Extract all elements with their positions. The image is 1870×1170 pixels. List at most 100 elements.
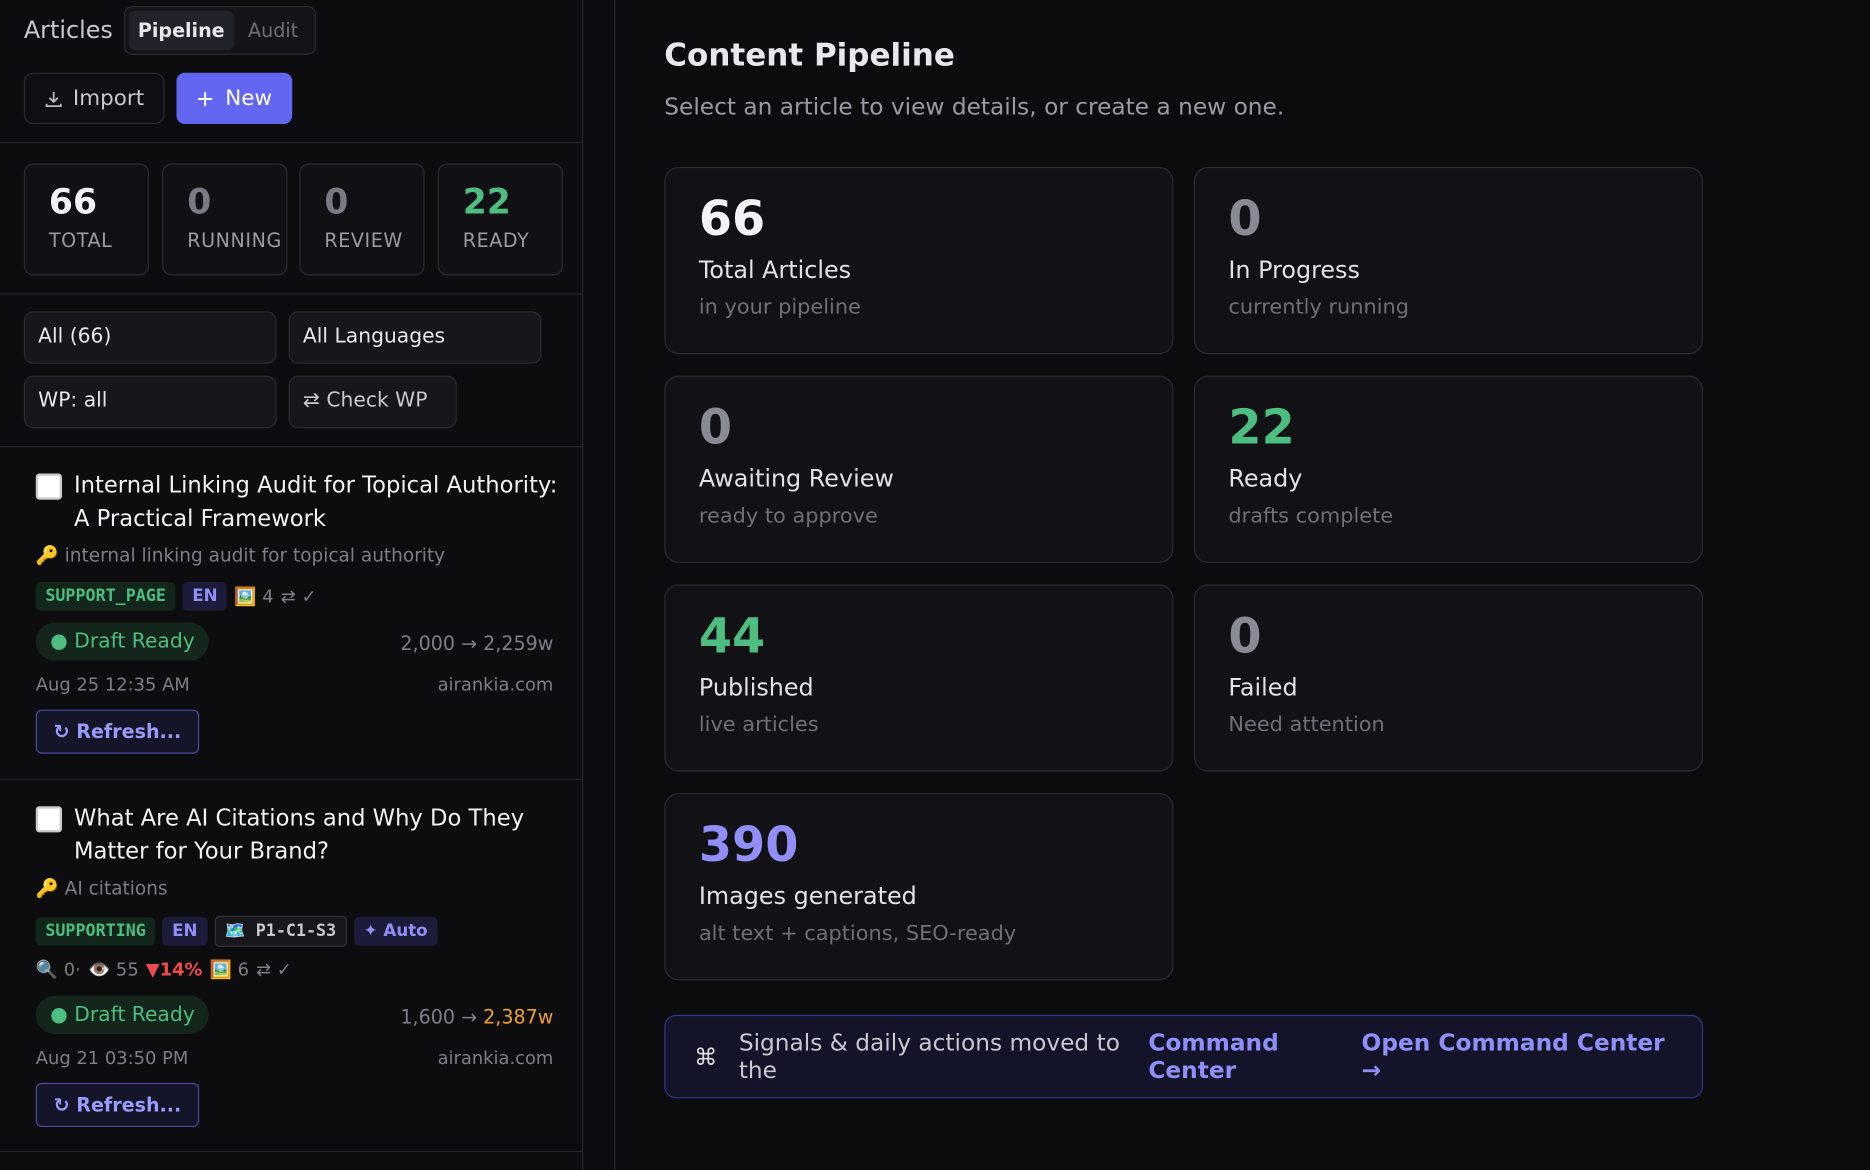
page-title: Content Pipeline (664, 38, 955, 74)
domain: airankia.com (437, 673, 554, 696)
new-button[interactable]: New (176, 72, 293, 125)
card-sub: currently running (1228, 295, 1410, 320)
stat-card: 0 Failed Need attention (1193, 584, 1704, 772)
banner-link[interactable]: Command Center (1148, 1029, 1279, 1085)
status-pill: ● Draft Ready (35, 622, 210, 661)
card-label: Published (698, 672, 814, 702)
word-count: 2,000 → 2,259w (400, 632, 554, 655)
plus-icon (197, 91, 213, 106)
status: Draft Ready (74, 1002, 195, 1027)
image-count: 🖼️ 4 (234, 585, 274, 608)
stat-label: READY (462, 228, 530, 252)
card-value: 0 (698, 400, 733, 456)
tag: EN (162, 917, 208, 946)
separator (0, 446, 584, 448)
open-command-center[interactable]: Open Command Center → (1361, 1029, 1665, 1085)
card-value: 66 (698, 192, 766, 247)
stat-label: RUNNING (187, 228, 282, 252)
card-value: 390 (698, 818, 799, 873)
word-count: 1,600 → 2,387w (400, 1005, 553, 1028)
separator (0, 1150, 584, 1153)
card-label: Images generated (698, 881, 917, 910)
metrics: 🔍 0· 👁️ 55 ▼14% 🖼️ 6 ⇄ ✓ (36, 959, 292, 980)
word-actual: 2,387w (483, 1005, 554, 1029)
tag: EN (182, 581, 228, 611)
refresh-button[interactable]: ↻ Refresh... (35, 709, 200, 754)
filter-select[interactable]: All (66) (23, 311, 277, 364)
download-icon (45, 91, 62, 107)
status-pill: ● Draft Ready (35, 995, 210, 1034)
card-label: Ready (1228, 463, 1303, 493)
keyword: 🔑 AI citations (35, 877, 168, 900)
card-label: Failed (1228, 672, 1298, 702)
filter-select[interactable]: All Languages (288, 311, 542, 364)
domain: airankia.com (437, 1047, 554, 1069)
stat-value: 22 (462, 181, 511, 222)
sync-status: ⇄ ✓ (280, 585, 317, 608)
stat-card: 0 RUNNING (162, 163, 288, 276)
banner-icon: ⌘ (694, 1042, 718, 1071)
metric: ▼14% (145, 958, 203, 981)
filter-select[interactable]: WP: all (23, 375, 277, 429)
checkbox[interactable] (35, 473, 63, 500)
tag: ✦ Auto (354, 917, 438, 946)
stat-card: 22 READY (437, 163, 563, 276)
metric: 🔍 0· (35, 958, 81, 981)
article-title[interactable]: What Are AI Citations and Why Do They Ma… (73, 805, 525, 865)
metric: 👁️ 55 (87, 958, 139, 981)
separator (0, 141, 584, 144)
separator (0, 778, 584, 780)
card-value: 22 (1228, 400, 1295, 456)
refresh-button[interactable]: ↻ Refresh... (35, 1082, 200, 1128)
stat-card: 0 In Progress currently running (1193, 166, 1704, 355)
stat-value: 0 (324, 181, 349, 222)
stat-card: 66 Total Articles in your pipeline (664, 166, 1174, 355)
tag: SUPPORT_PAGE (35, 581, 176, 611)
metric: ⇄ ✓ (256, 958, 292, 981)
card-value: 44 (698, 609, 766, 665)
card-sub: ready to approve (698, 504, 878, 529)
button-label: New (225, 85, 273, 111)
tab[interactable]: Audit (248, 19, 299, 42)
separator (0, 293, 584, 295)
sidebar-title: Articles (23, 15, 113, 45)
divider (614, 0, 616, 1170)
check-wp-button[interactable]: ⇄ Check WP (288, 375, 457, 429)
tag: 🗺️ P1-C1-S3 (214, 915, 347, 947)
banner: ⌘ Signals & daily actions moved to the C… (664, 1014, 1704, 1099)
card-sub: in your pipeline (698, 295, 861, 320)
subtitle: Select an article to view details, or cr… (664, 93, 1285, 121)
card-label: Awaiting Review (698, 463, 894, 493)
card-sub: drafts complete (1228, 504, 1394, 529)
card-sub: live articles (698, 713, 819, 738)
stat-value: 0 (187, 181, 212, 222)
stat-card: 390 Images generated alt text + captions, … (664, 793, 1174, 981)
tags: SUPPORT_PAGE EN 🖼️ 4 ⇄ ✓ (35, 581, 317, 611)
date: Aug 25 12:35 AM (35, 673, 190, 696)
card-label: Total Articles (698, 255, 852, 284)
keyword: 🔑 internal linking audit for topical aut… (35, 545, 446, 567)
import-button[interactable]: Import (23, 72, 165, 125)
card-label: In Progress (1228, 255, 1360, 284)
stat-card: 0 Awaiting Review ready to approve (664, 375, 1174, 563)
card-sub: Need attention (1228, 713, 1385, 738)
card-value: 0 (1228, 609, 1262, 665)
date: Aug 21 03:50 PM (35, 1047, 189, 1069)
stat-label: REVIEW (324, 228, 403, 252)
stat-card: 0 REVIEW (299, 163, 425, 276)
stat-card: 44 Published live articles (664, 584, 1174, 772)
card-sub: alt text + captions, SEO-ready (698, 921, 1017, 946)
stat-value: 66 (48, 181, 98, 222)
tags: SUPPORTING EN 🗺️ P1-C1-S3 ✦ Auto (35, 915, 445, 947)
status: Draft Ready (74, 629, 195, 654)
card-value: 0 (1228, 192, 1262, 247)
tab-active[interactable]: Pipeline (128, 10, 234, 51)
checkbox[interactable] (35, 806, 63, 833)
banner-text: Signals & daily actions moved to the (738, 1029, 1120, 1085)
tag: SUPPORTING (35, 917, 156, 946)
stat-label: TOTAL (48, 228, 113, 252)
article-title[interactable]: Internal Linking Audit for Topical Autho… (73, 472, 558, 532)
button-label: Import (72, 85, 145, 111)
